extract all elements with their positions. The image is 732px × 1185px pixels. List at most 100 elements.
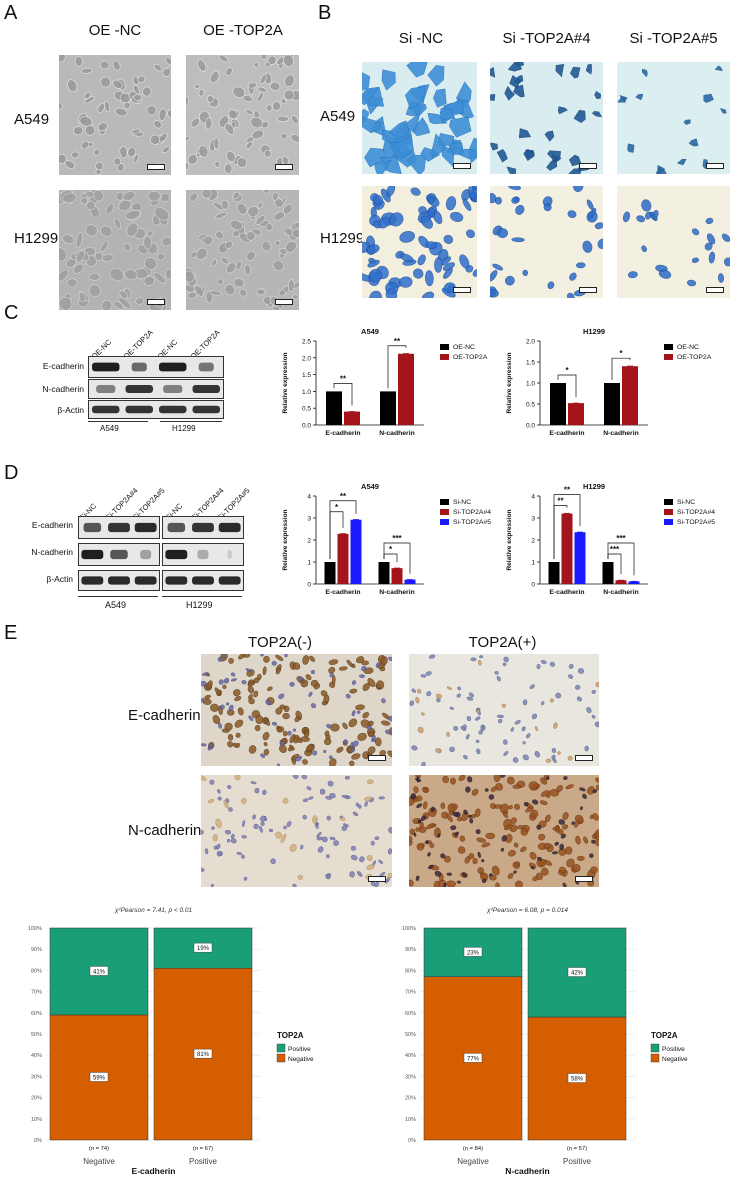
significance-label: ** <box>394 337 401 346</box>
col-label-si-nc: Si -NC <box>398 30 444 47</box>
cell <box>594 721 599 728</box>
cell <box>310 670 315 675</box>
y-tick-label: 3 <box>531 516 535 523</box>
cell <box>265 104 273 112</box>
blot-band <box>110 549 128 560</box>
cell <box>582 240 593 253</box>
cell <box>279 704 287 710</box>
cell <box>216 278 224 285</box>
cell <box>206 95 214 103</box>
blot-band <box>92 405 120 414</box>
cell <box>374 882 380 887</box>
cell <box>84 96 96 104</box>
cell <box>209 290 222 296</box>
cell <box>627 143 635 153</box>
y-tick-label: 1.0 <box>302 389 311 396</box>
cell <box>362 683 370 692</box>
cell <box>205 117 213 130</box>
group-label-a549: A549 <box>105 600 127 610</box>
cell <box>269 81 281 91</box>
cell <box>301 775 308 780</box>
cell <box>446 814 453 823</box>
stacked-bar-n-cadherin: χ²Pearson = 6.08, p = 0.014 0% 10% 20% 30% 40… <box>384 900 730 1180</box>
cell <box>315 823 319 829</box>
cell <box>594 90 601 99</box>
y-tick-label: 1.0 <box>526 381 535 388</box>
cell <box>562 882 567 887</box>
cell <box>280 833 287 844</box>
cell <box>198 145 209 158</box>
migration-a549-si-top2a-4 <box>490 62 603 174</box>
cell <box>294 221 299 229</box>
cell <box>209 71 220 84</box>
cell <box>156 253 166 261</box>
legend-label: Negative <box>662 1056 688 1063</box>
cell <box>330 723 340 732</box>
cell <box>265 699 271 706</box>
cell <box>262 666 267 676</box>
cell <box>282 730 288 737</box>
cell <box>210 883 214 887</box>
cell <box>343 823 349 827</box>
cell <box>502 662 507 667</box>
cell <box>429 843 435 848</box>
cell <box>255 215 266 225</box>
cell <box>435 693 442 699</box>
cell <box>445 196 457 211</box>
micrograph-h1299-oe-nc <box>59 190 171 310</box>
cell <box>202 698 212 705</box>
cell <box>419 821 424 829</box>
cell <box>595 777 599 783</box>
cell <box>146 105 157 116</box>
cell <box>59 269 69 282</box>
cell <box>450 777 456 785</box>
cell <box>359 674 366 678</box>
cell <box>227 733 234 741</box>
cell <box>521 726 526 732</box>
cell <box>495 882 500 887</box>
cell <box>507 849 516 857</box>
cell <box>530 809 539 818</box>
cell <box>351 710 356 717</box>
cell <box>349 688 358 694</box>
percent-label: 42% <box>571 971 584 977</box>
cell <box>474 716 481 721</box>
cell <box>290 134 299 143</box>
cell <box>367 259 380 268</box>
cell <box>260 821 265 826</box>
cell <box>474 808 481 818</box>
cell <box>289 844 297 852</box>
cell <box>456 880 461 884</box>
cell <box>227 741 234 748</box>
cell <box>364 796 372 802</box>
cell <box>375 662 380 668</box>
cell <box>161 236 171 247</box>
cell <box>329 672 334 678</box>
cell <box>409 879 414 887</box>
cell <box>283 55 294 67</box>
cell <box>241 797 247 804</box>
cell <box>537 856 542 861</box>
legend-swatch <box>650 1053 660 1063</box>
scale-bar <box>706 163 724 169</box>
cell <box>362 711 370 719</box>
cell <box>446 872 453 876</box>
legend-label: OE-NC <box>453 344 475 351</box>
cell <box>540 701 545 706</box>
cell <box>308 796 314 800</box>
cell <box>241 854 245 859</box>
cell <box>109 267 125 282</box>
cell <box>236 202 248 215</box>
cell <box>443 282 456 293</box>
cell <box>447 803 456 812</box>
cell <box>198 88 205 97</box>
cell <box>201 190 212 199</box>
cell <box>204 694 211 700</box>
cell <box>484 788 489 792</box>
cell <box>257 202 263 209</box>
y-tick-label: 1 <box>307 560 311 567</box>
cell <box>657 164 666 174</box>
legend-label: Si-TOP2A#4 <box>677 509 715 516</box>
bar-oe-nc <box>326 391 342 425</box>
cell <box>326 815 331 821</box>
